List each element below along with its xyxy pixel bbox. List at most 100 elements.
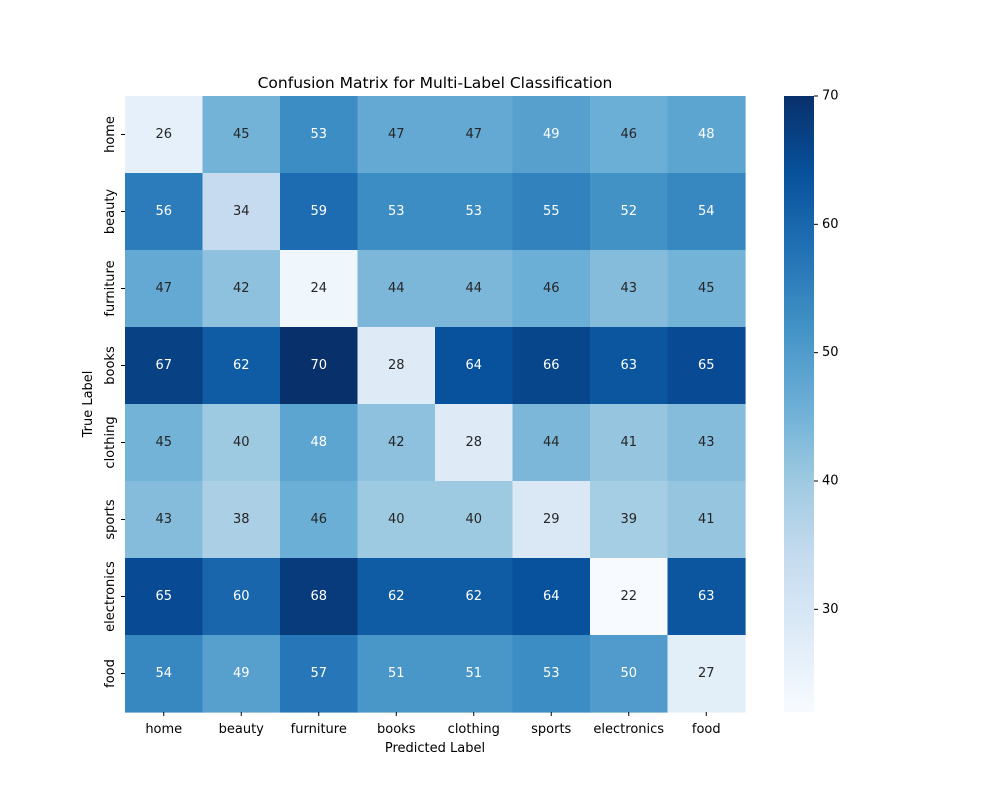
cell-value-label: 63 [698,589,715,604]
cell-value-label: 42 [233,281,250,296]
cell-value-label: 53 [388,204,405,219]
cell-value-label: 53 [543,666,560,681]
chart-title: Confusion Matrix for Multi-Label Classif… [258,74,613,92]
heatmap-cell [512,327,591,405]
y-tick-label: home [103,116,118,153]
cell-value-label: 62 [388,589,405,604]
cell-value-label: 51 [388,666,405,681]
x-tick-label: clothing [448,722,500,737]
heatmap-cell [202,327,281,405]
cell-value-label: 46 [543,281,560,296]
cell-value-label: 49 [233,666,250,681]
heatmap-cell [435,173,514,251]
cell-value-label: 40 [388,512,405,527]
cell-value-label: 64 [543,589,560,604]
x-tick-label: electronics [593,722,664,737]
colorbar-gradient [784,96,814,712]
cell-value-label: 44 [543,435,560,450]
cell-value-label: 62 [465,589,482,604]
y-axis-label: True Label [81,371,96,439]
heatmap-cell [125,173,204,251]
heatmap-cell [125,558,204,636]
heatmap-cell [590,404,669,482]
cell-value-label: 63 [620,358,637,373]
y-axis: home beauty furniture books clothing sports el… [103,116,125,688]
heatmap-cell [202,404,281,482]
cell-value-label: 47 [155,281,172,296]
x-tick-label: books [377,722,416,737]
cell-value-label: 70 [310,358,327,373]
heatmap-cell [202,481,281,559]
heatmap-cell [667,404,746,482]
cell-value-label: 57 [310,666,327,681]
heatmap-cell [280,173,359,251]
cell-value-label: 43 [155,512,172,527]
cell-value-label: 52 [620,204,637,219]
heatmap-cell [667,96,746,174]
heatmap-cell [202,173,281,251]
heatmap-cell [280,635,359,713]
heatmap-cell [512,481,591,559]
heatmap-cell [435,558,514,636]
x-axis: home beauty furniture books clothing sports el… [145,712,721,737]
y-tick-label: furniture [103,260,118,316]
heatmap-cell [202,96,281,174]
cell-value-label: 54 [155,666,172,681]
heatmap-cell [667,481,746,559]
heatmap-cell [280,96,359,174]
cell-value-label: 64 [465,358,482,373]
cell-value-label: 67 [155,358,172,373]
cell-value-label: 43 [698,435,715,450]
heatmap-cell [125,96,204,174]
heatmap-cell [512,173,591,251]
heatmap-cell [512,96,591,174]
cell-value-label: 41 [698,512,715,527]
cell-value-label: 65 [698,358,715,373]
cell-value-label: 45 [698,281,715,296]
x-tick-label: home [145,722,182,737]
heatmap-cell [357,558,436,636]
heatmap-cell [590,173,669,251]
cell-value-label: 27 [698,666,715,681]
heatmap-cell [357,173,436,251]
heatmap-cell [667,635,746,713]
heatmap-cell [435,250,514,328]
heatmap-cell [590,327,669,405]
y-tick-label: beauty [103,189,118,235]
y-tick-label: clothing [103,416,118,468]
heatmap-cell [435,96,514,174]
cell-value-label: 39 [620,512,637,527]
heatmap-cell [667,250,746,328]
heatmap-cells: 26 45 53 47 47 49 46 48 56 34 59 53 53 55 52 54 47 42 24 44… [125,96,746,713]
x-tick-label: sports [531,722,571,737]
cell-value-label: 42 [388,435,405,450]
heatmap-cell [202,250,281,328]
cell-value-label: 68 [310,589,327,604]
cell-value-label: 46 [620,127,637,142]
heatmap-cell [125,327,204,405]
cell-value-label: 53 [465,204,482,219]
cell-value-label: 49 [543,127,560,142]
x-tick-label: food [692,722,721,737]
heatmap-cell [667,558,746,636]
heatmap-cell [357,481,436,559]
heatmap-cell [280,250,359,328]
heatmap-cell [512,635,591,713]
colorbar-tick-label: 70 [822,89,839,104]
cell-value-label: 28 [388,358,405,373]
heatmap-cell [357,635,436,713]
heatmap-cell [590,558,669,636]
heatmap-cell [667,173,746,251]
cell-value-label: 66 [543,358,560,373]
cell-value-label: 26 [155,127,172,142]
heatmap-cell [667,327,746,405]
cell-value-label: 48 [698,127,715,142]
colorbar-tick-label: 50 [822,345,839,360]
heatmap-cell [590,635,669,713]
heatmap-cell [125,404,204,482]
cell-value-label: 59 [310,204,327,219]
cell-value-label: 54 [698,204,715,219]
cell-value-label: 22 [620,589,637,604]
x-tick-label: furniture [291,722,347,737]
